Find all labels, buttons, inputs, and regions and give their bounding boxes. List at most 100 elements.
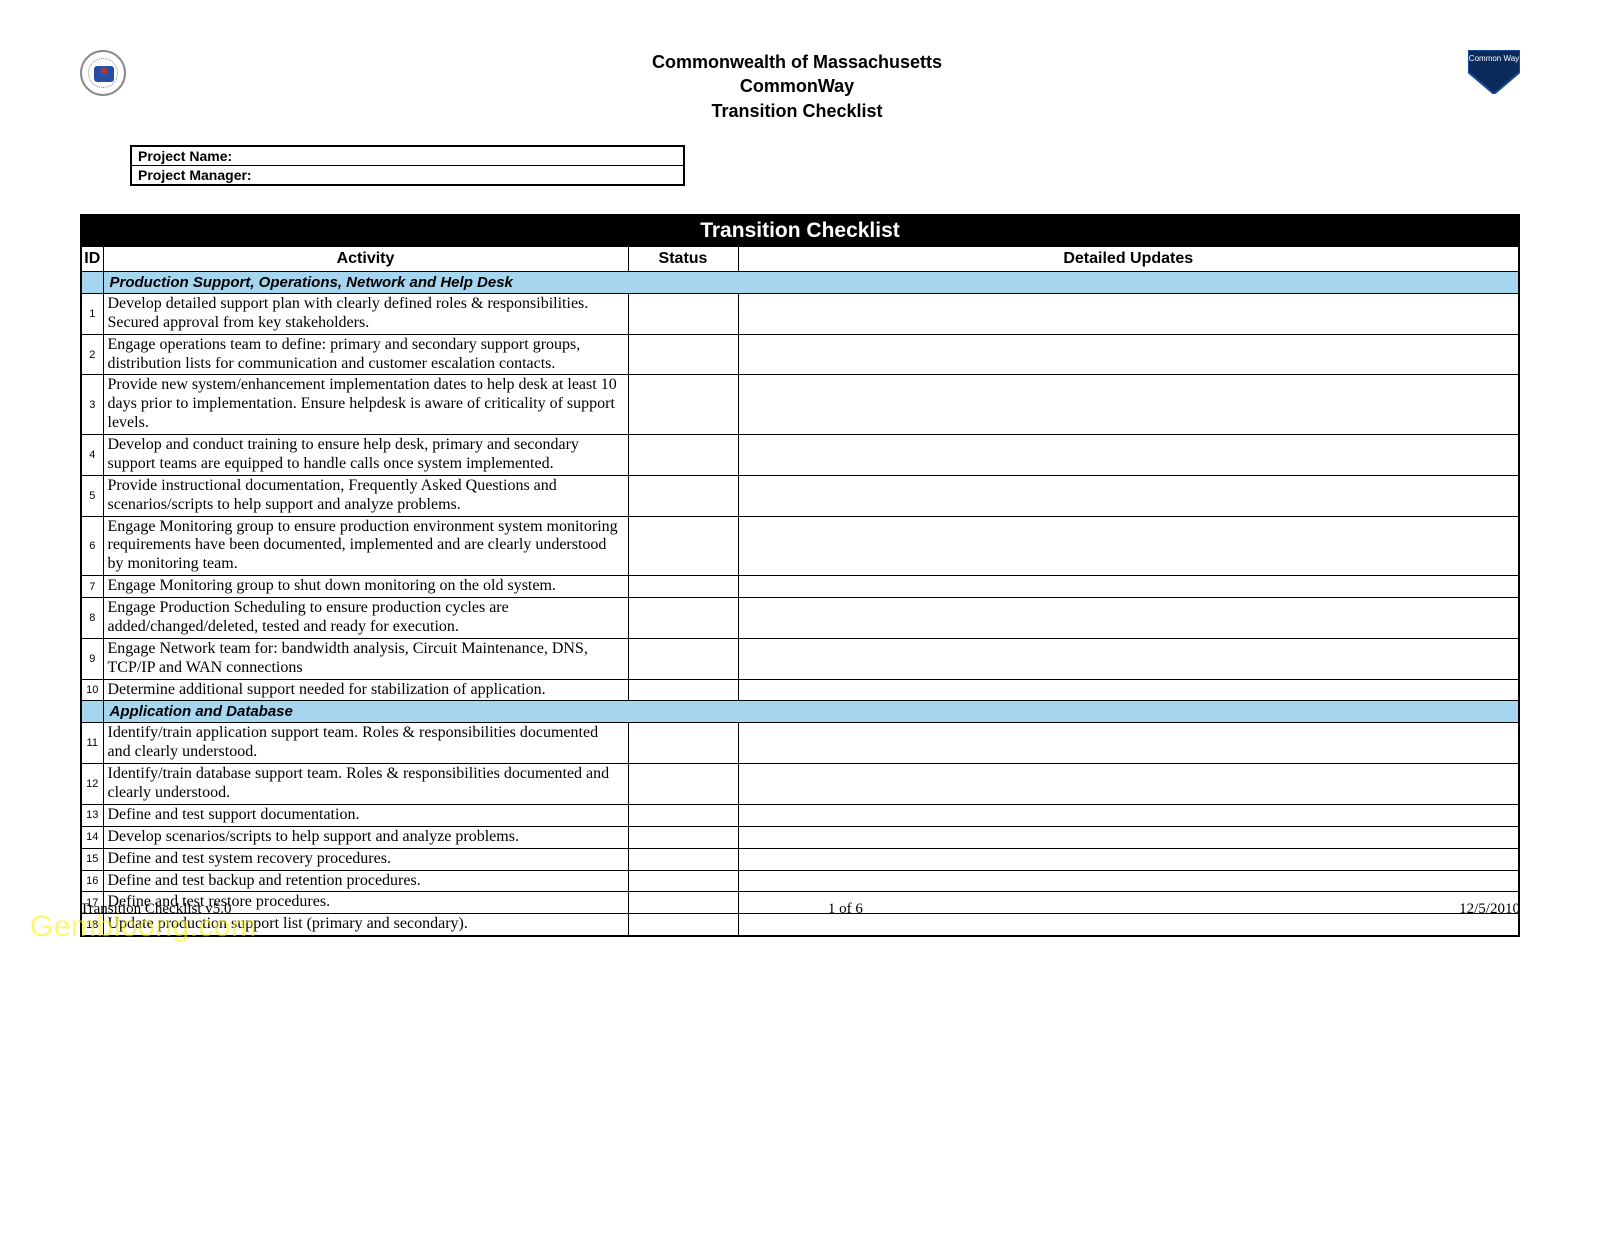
row-status <box>628 804 738 826</box>
table-title: Transition Checklist <box>81 215 1519 247</box>
row-id: 2 <box>81 334 103 375</box>
col-header-activity: Activity <box>103 246 628 271</box>
row-activity: Identify/train database support team. Ro… <box>103 764 628 805</box>
row-id: 3 <box>81 375 103 435</box>
section-label: Application and Database <box>103 701 1519 723</box>
commonway-badge-icon: Common Way <box>1468 50 1520 94</box>
row-id: 6 <box>81 516 103 576</box>
row-status <box>628 848 738 870</box>
section-id-spacer <box>81 271 103 293</box>
row-activity: Determine additional support needed for … <box>103 679 628 701</box>
row-activity: Engage Monitoring group to ensure produc… <box>103 516 628 576</box>
header-line-3: Transition Checklist <box>126 99 1468 123</box>
row-status <box>628 870 738 892</box>
col-header-updates: Detailed Updates <box>738 246 1519 271</box>
row-id: 13 <box>81 804 103 826</box>
footer-date: 12/5/2010 <box>1459 901 1520 918</box>
row-id: 16 <box>81 870 103 892</box>
row-updates <box>738 293 1519 334</box>
row-id: 11 <box>81 723 103 764</box>
row-status <box>628 375 738 435</box>
col-header-id: ID <box>81 246 103 271</box>
table-row: 15Define and test system recovery proced… <box>81 848 1519 870</box>
header-line-2: CommonWay <box>126 74 1468 98</box>
table-header-row: ID Activity Status Detailed Updates <box>81 246 1519 271</box>
project-name-row: Project Name: <box>132 147 683 166</box>
row-updates <box>738 475 1519 516</box>
row-id: 5 <box>81 475 103 516</box>
row-status <box>628 723 738 764</box>
row-activity: Define and test backup and retention pro… <box>103 870 628 892</box>
section-row: Production Support, Operations, Network … <box>81 271 1519 293</box>
row-updates <box>738 516 1519 576</box>
state-seal-icon <box>80 50 126 96</box>
watermark: Gembloong.com <box>30 910 257 944</box>
table-row: 12Identify/train database support team. … <box>81 764 1519 805</box>
row-activity: Define and test support documentation. <box>103 804 628 826</box>
row-activity: Develop scenarios/scripts to help suppor… <box>103 826 628 848</box>
section-label: Production Support, Operations, Network … <box>103 271 1519 293</box>
table-row: 16Define and test backup and retention p… <box>81 870 1519 892</box>
row-activity: Develop detailed support plan with clear… <box>103 293 628 334</box>
project-info-box: Project Name: Project Manager: <box>130 145 685 186</box>
row-id: 7 <box>81 576 103 598</box>
row-activity: Provide new system/enhancement implement… <box>103 375 628 435</box>
page-footer: Transition Checklist v5.0 1 of 6 12/5/20… <box>80 901 1520 918</box>
table-row: 3Provide new system/enhancement implemen… <box>81 375 1519 435</box>
transition-checklist-table: Transition Checklist ID Activity Status … <box>80 214 1520 937</box>
row-status <box>628 334 738 375</box>
table-row: 7Engage Monitoring group to shut down mo… <box>81 576 1519 598</box>
project-manager-row: Project Manager: <box>132 166 683 184</box>
row-id: 10 <box>81 679 103 701</box>
table-row: 14Develop scenarios/scripts to help supp… <box>81 826 1519 848</box>
table-row: 8Engage Production Scheduling to ensure … <box>81 598 1519 639</box>
project-manager-label: Project Manager: <box>138 167 252 183</box>
table-title-row: Transition Checklist <box>81 215 1519 247</box>
table-row: 11Identify/train application support tea… <box>81 723 1519 764</box>
project-name-label: Project Name: <box>138 148 232 164</box>
header-title-block: Commonwealth of Massachusetts CommonWay … <box>126 50 1468 123</box>
row-status <box>628 598 738 639</box>
row-updates <box>738 870 1519 892</box>
row-id: 9 <box>81 638 103 679</box>
row-status <box>628 679 738 701</box>
row-updates <box>738 576 1519 598</box>
row-activity: Provide instructional documentation, Fre… <box>103 475 628 516</box>
row-activity: Define and test system recovery procedur… <box>103 848 628 870</box>
row-status <box>628 435 738 476</box>
row-id: 4 <box>81 435 103 476</box>
row-updates <box>738 638 1519 679</box>
footer-page: 1 of 6 <box>828 901 863 918</box>
row-status <box>628 293 738 334</box>
table-row: 10Determine additional support needed fo… <box>81 679 1519 701</box>
row-status <box>628 638 738 679</box>
row-updates <box>738 848 1519 870</box>
row-status <box>628 576 738 598</box>
row-activity: Engage Production Scheduling to ensure p… <box>103 598 628 639</box>
row-updates <box>738 804 1519 826</box>
row-activity: Engage Network team for: bandwidth analy… <box>103 638 628 679</box>
table-row: 13Define and test support documentation. <box>81 804 1519 826</box>
table-row: 4Develop and conduct training to ensure … <box>81 435 1519 476</box>
row-id: 15 <box>81 848 103 870</box>
row-status <box>628 764 738 805</box>
row-status <box>628 826 738 848</box>
page: Commonwealth of Massachusetts CommonWay … <box>0 0 1600 1236</box>
col-header-status: Status <box>628 246 738 271</box>
row-updates <box>738 375 1519 435</box>
table-row: 9Engage Network team for: bandwidth anal… <box>81 638 1519 679</box>
row-id: 8 <box>81 598 103 639</box>
row-id: 1 <box>81 293 103 334</box>
table-row: 5Provide instructional documentation, Fr… <box>81 475 1519 516</box>
row-updates <box>738 334 1519 375</box>
row-id: 14 <box>81 826 103 848</box>
row-status <box>628 475 738 516</box>
row-updates <box>738 679 1519 701</box>
row-status <box>628 516 738 576</box>
row-updates <box>738 723 1519 764</box>
row-activity: Engage Monitoring group to shut down mon… <box>103 576 628 598</box>
header-line-1: Commonwealth of Massachusetts <box>126 50 1468 74</box>
table-row: 2Engage operations team to define: prima… <box>81 334 1519 375</box>
row-activity: Engage operations team to define: primar… <box>103 334 628 375</box>
section-row: Application and Database <box>81 701 1519 723</box>
